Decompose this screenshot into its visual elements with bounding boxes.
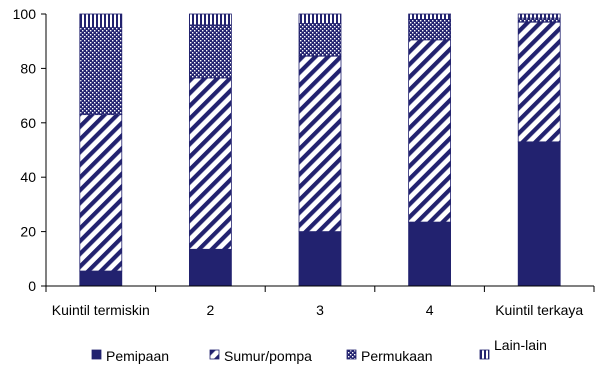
y-tick-label-40: 40 xyxy=(20,169,36,185)
y-tick-label-20: 20 xyxy=(20,224,36,240)
bar-segment-sumur-pompa-3 xyxy=(298,55,342,233)
bar-segment-pemipaan-4 xyxy=(408,221,452,287)
bar-segment-sumur-pompa-5 xyxy=(517,21,561,143)
bar-segment-sumur-pompa-1 xyxy=(79,114,123,272)
legend-swatch-permukaan xyxy=(346,349,357,360)
x-tick-label-5: Kuintil terkaya xyxy=(495,302,583,318)
x-tick-label-2: 2 xyxy=(207,302,215,318)
y-tick-label-80: 80 xyxy=(20,60,36,76)
bar-segment-pemipaan-5 xyxy=(517,141,561,287)
bar-segment-pemipaan-3 xyxy=(298,231,342,287)
bar-segment-lain-lain-1 xyxy=(79,13,123,29)
legend-label-sumur-pompa: Sumur/pompa xyxy=(224,348,312,364)
bar-segment-lain-lain-4 xyxy=(408,13,452,20)
bar-segment-lain-lain-5 xyxy=(517,13,561,19)
legend-label-pemipaan: Pemipaan xyxy=(106,348,169,364)
bar-segment-lain-lain-3 xyxy=(298,13,342,24)
y-tick-label-0: 0 xyxy=(28,278,36,294)
x-tick-label-3: 3 xyxy=(316,302,324,318)
legend-swatch-sumur-pompa xyxy=(209,349,220,360)
bar-segment-permukaan-3 xyxy=(298,23,342,57)
legend-label-lain-lain: Lain-lain xyxy=(494,337,547,353)
bar-segment-sumur-pompa-4 xyxy=(408,39,452,223)
x-tick-label-4: 4 xyxy=(426,302,434,318)
x-tick-label-1: Kuintil termiskin xyxy=(52,302,150,318)
legend-swatch-pemipaan xyxy=(91,349,102,360)
bar-segment-permukaan-1 xyxy=(79,27,123,116)
bar-segment-sumur-pompa-2 xyxy=(188,77,232,250)
bar-segment-permukaan-4 xyxy=(408,19,452,41)
bar-segment-permukaan-5 xyxy=(517,17,561,23)
bar-segment-pemipaan-2 xyxy=(188,248,232,287)
y-tick-label-100: 100 xyxy=(13,6,37,22)
legend-label-permukaan: Permukaan xyxy=(361,348,433,364)
bar-segment-lain-lain-2 xyxy=(188,13,232,26)
legend-swatch-lain-lain xyxy=(479,349,490,360)
bar-segment-permukaan-2 xyxy=(188,24,232,79)
bar-segment-pemipaan-1 xyxy=(79,270,123,287)
y-tick-label-60: 60 xyxy=(20,115,36,131)
